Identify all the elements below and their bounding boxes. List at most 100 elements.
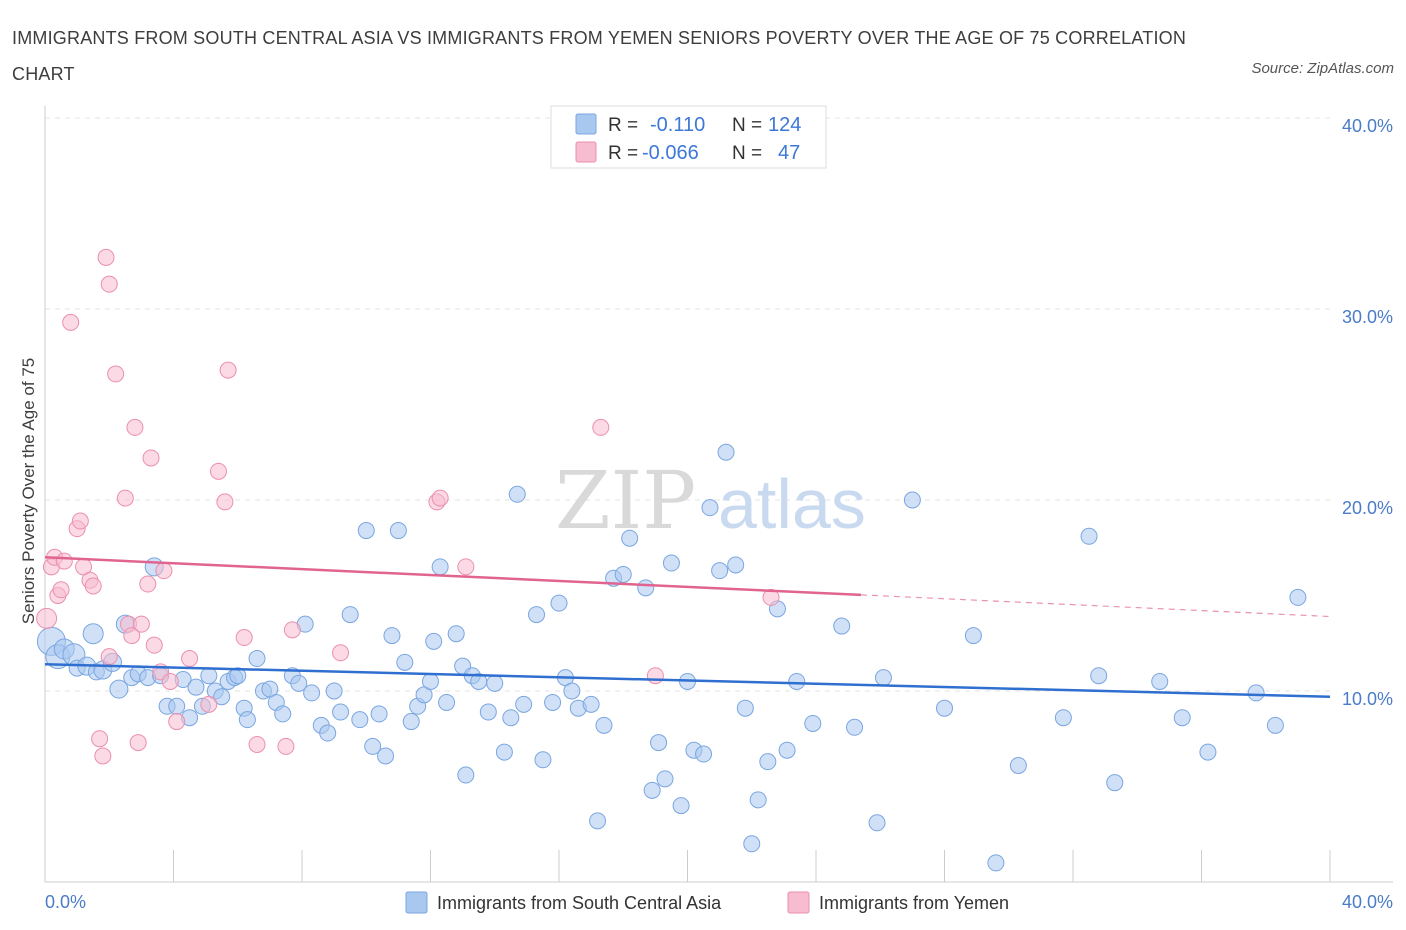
point-series0-103 — [833, 617, 851, 635]
point-series1-33 — [219, 361, 237, 379]
point-series1-28 — [168, 713, 186, 731]
gridlines — [45, 117, 1330, 692]
point-series0-121 — [1289, 588, 1307, 606]
point-series1-21 — [129, 734, 147, 752]
point-series0-21 — [187, 678, 205, 696]
point-series1-15 — [100, 275, 118, 293]
point-series0-119 — [1247, 684, 1265, 702]
point-series0-118 — [1199, 743, 1217, 761]
point-series1-20 — [126, 418, 144, 436]
point-series1-37 — [283, 621, 301, 639]
point-series0-116 — [1151, 672, 1169, 690]
point-series1-27 — [161, 672, 179, 690]
point-series0-30 — [248, 650, 266, 668]
point-series0-23 — [200, 667, 218, 685]
stats-r-label-2: R = — [608, 143, 638, 164]
y-axis-title: Seniors Poverty Over the Age of 75 — [19, 358, 38, 624]
point-series0-87 — [672, 797, 690, 815]
point-series1-8 — [71, 512, 89, 530]
point-series1-11 — [84, 577, 102, 595]
point-series0-113 — [1080, 527, 1098, 545]
point-series1-44 — [762, 588, 780, 606]
point-series0-67 — [508, 485, 526, 503]
legend-label-yemen: Immigrants from Yemen — [819, 893, 1009, 913]
point-series0-83 — [643, 781, 661, 799]
point-series0-104 — [846, 718, 864, 736]
point-series0-46 — [364, 737, 382, 755]
point-series1-38 — [332, 644, 350, 662]
point-series1-32 — [216, 493, 234, 511]
point-series0-10 — [109, 679, 129, 699]
point-series0-66 — [502, 709, 520, 727]
point-series0-122 — [229, 667, 247, 685]
points-layer — [36, 248, 1307, 872]
point-series0-29 — [238, 711, 256, 729]
point-series0-36 — [290, 674, 308, 692]
point-series0-57 — [438, 693, 456, 711]
point-series1-46 — [100, 648, 118, 666]
bottom-legend: Immigrants from South Central Asia Immig… — [405, 891, 1009, 914]
point-series0-114 — [1090, 667, 1108, 685]
trend-line-dashed-series1 — [860, 594, 1331, 618]
point-series0-107 — [903, 491, 921, 509]
point-series0-105 — [868, 814, 886, 832]
point-series0-96 — [743, 835, 761, 853]
stats-legend: R = -0.110 N = 124 R = -0.066 N = 47 — [550, 105, 827, 169]
point-series0-47 — [370, 705, 388, 723]
point-series0-123 — [422, 672, 439, 690]
point-series0-111 — [1009, 756, 1027, 774]
point-series0-109 — [964, 627, 982, 645]
legend-label-south-central-asia: Immigrants from South Central Asia — [437, 893, 722, 913]
stats-n-value-1: 124 — [768, 114, 801, 136]
point-series0-43 — [341, 606, 359, 624]
point-series0-49 — [383, 627, 401, 645]
y-tick-label-3: 40.0% — [1342, 116, 1393, 136]
stats-legend-box — [550, 105, 827, 169]
stats-r-value-1: -0.110 — [650, 114, 705, 136]
point-series1-13 — [94, 747, 112, 765]
point-series0-91 — [701, 499, 719, 517]
point-series0-108 — [936, 699, 953, 717]
point-series0-40 — [319, 724, 337, 742]
watermark-atlas: atlas — [718, 465, 866, 543]
point-series0-74 — [563, 682, 581, 700]
point-series0-94 — [727, 556, 745, 574]
point-series0-92 — [711, 562, 729, 580]
point-series1-34 — [235, 629, 253, 647]
point-series0-42 — [332, 703, 350, 721]
point-series0-106 — [874, 669, 892, 687]
point-series0-120 — [1266, 716, 1284, 734]
point-series1-22 — [132, 615, 150, 633]
point-series1-14 — [97, 248, 115, 266]
stats-n-label-2: N = — [732, 143, 762, 164]
point-series0-18 — [168, 697, 186, 715]
point-series0-72 — [550, 594, 568, 612]
point-series1-5 — [55, 552, 73, 570]
stats-n-value-2: 47 — [778, 142, 800, 164]
point-series1-42 — [592, 418, 610, 436]
point-series0-77 — [589, 812, 607, 830]
point-series0-60 — [457, 766, 475, 784]
point-series0-68 — [515, 695, 533, 713]
point-series0-110 — [987, 854, 1005, 872]
point-series0-78 — [595, 716, 613, 734]
point-series0-80 — [614, 565, 632, 583]
chart-title: IMMIGRANTS FROM SOUTH CENTRAL ASIA VS IM… — [12, 28, 1187, 84]
axes — [44, 106, 1393, 883]
point-series1-31 — [209, 462, 227, 480]
point-series0-34 — [274, 705, 292, 723]
point-series0-44 — [351, 711, 369, 729]
stats-swatch-blue — [575, 113, 597, 135]
point-series1-36 — [277, 737, 295, 755]
stats-n-label-1: N = — [732, 115, 762, 136]
source-label: Source: ZipAtlas.com — [1251, 60, 1394, 77]
point-series1-35 — [248, 735, 266, 753]
point-series1-30 — [200, 695, 218, 713]
point-series0-115 — [1106, 774, 1124, 792]
point-series0-55 — [425, 632, 443, 650]
point-series0-63 — [479, 703, 497, 721]
point-series0-6 — [82, 623, 104, 645]
point-series0-84 — [650, 734, 668, 752]
point-series0-71 — [544, 693, 562, 711]
